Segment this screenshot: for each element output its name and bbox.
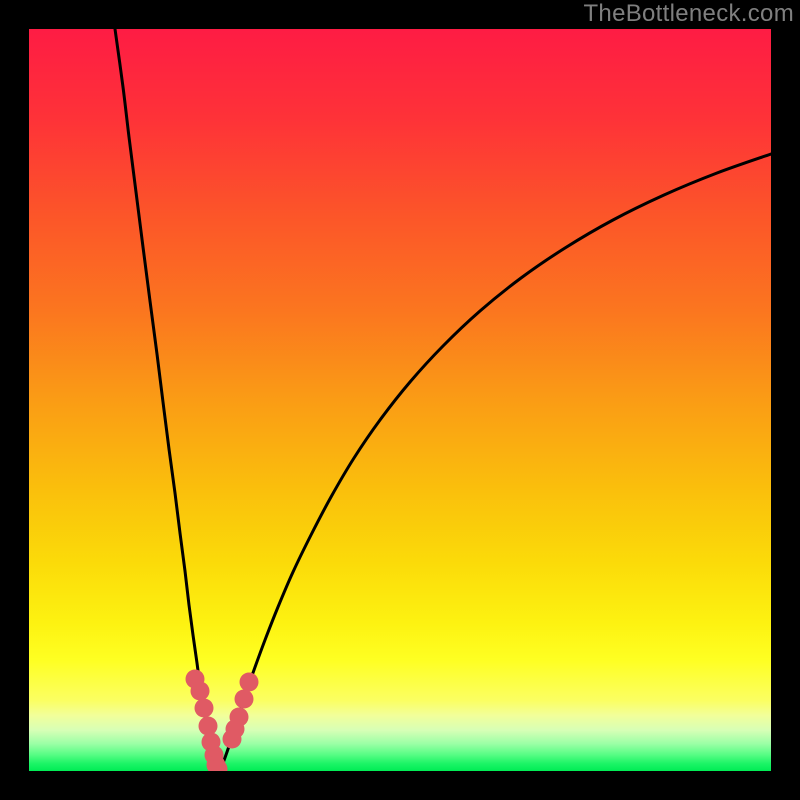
plot-area bbox=[29, 29, 771, 771]
curve-left-branch bbox=[115, 29, 218, 771]
marker-right_cluster-2 bbox=[230, 708, 249, 727]
marker-right_cluster-4 bbox=[240, 673, 259, 692]
marker-left_cluster-3 bbox=[199, 717, 218, 736]
marker-left_cluster-1 bbox=[191, 682, 210, 701]
chart-frame: TheBottleneck.com bbox=[0, 0, 800, 800]
marker-right_cluster-3 bbox=[235, 690, 254, 709]
curve-right-branch bbox=[218, 154, 771, 771]
curve-layer bbox=[29, 29, 771, 771]
marker-left_cluster-2 bbox=[195, 699, 214, 718]
watermark-text: TheBottleneck.com bbox=[583, 0, 794, 28]
